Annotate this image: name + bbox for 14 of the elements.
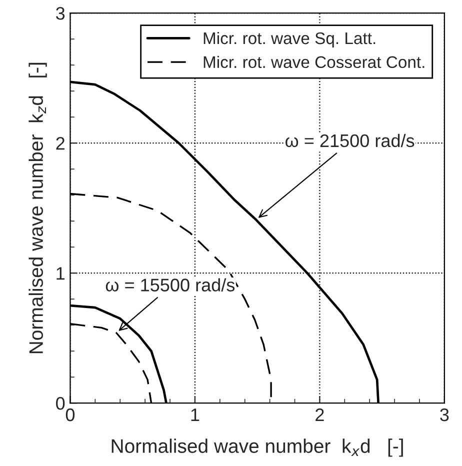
- y-tick-label: 3: [56, 6, 65, 20]
- y-tick-label: 0: [56, 397, 65, 410]
- y-tick-label: 1: [56, 267, 64, 280]
- x-tick-label: 3: [440, 408, 449, 422]
- y-tick-label: 2: [56, 136, 64, 150]
- x-tick-label: 2: [316, 408, 324, 422]
- annotation: ω = 21500 rad/s: [286, 134, 414, 148]
- x-tick-label: 1: [191, 408, 200, 422]
- x-axis-title: Normalised wave number k$_{x}$d [-]: [112, 438, 403, 457]
- legend-label: Micr. rot. wave Cosserat Cont.: [204, 56, 424, 68]
- x-tick-label: 0: [66, 408, 75, 422]
- y-axis-title: Normalised wave number k$_{z}$d [-]: [28, 62, 47, 354]
- legend-label: Micr. rot. wave Sq. Latt.: [204, 32, 376, 48]
- annotation: ω = 15500 rad/s: [106, 278, 235, 292]
